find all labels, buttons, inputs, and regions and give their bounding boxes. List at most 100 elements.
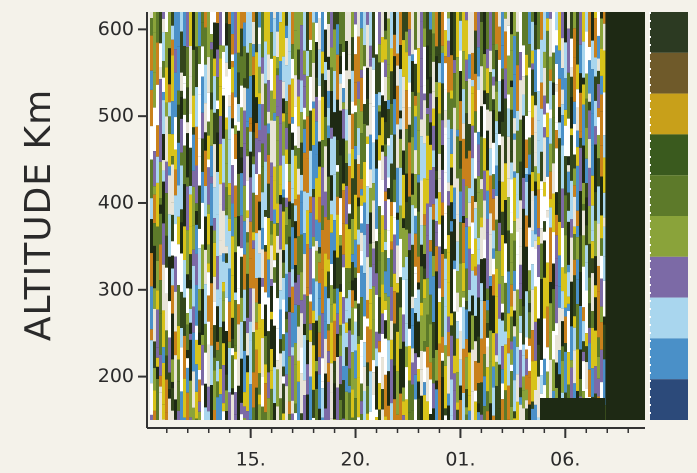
texture-cell <box>504 331 507 345</box>
texture-cell <box>570 135 573 181</box>
texture-cell <box>240 147 243 158</box>
texture-cell <box>258 140 261 153</box>
texture-cell <box>384 250 387 272</box>
texture-cell <box>474 361 477 391</box>
texture-cell <box>444 134 447 173</box>
texture-cell <box>312 62 315 102</box>
texture-cell <box>483 258 486 302</box>
texture-cell <box>435 97 438 139</box>
texture-cell <box>261 57 264 74</box>
texture-cell <box>570 326 573 361</box>
texture-cell <box>282 98 285 114</box>
texture-cell <box>354 308 357 322</box>
texture-cell <box>513 118 516 134</box>
texture-cell <box>579 92 582 132</box>
texture-cell <box>237 52 240 73</box>
texture-cell <box>258 373 261 395</box>
texture-cell <box>288 163 291 182</box>
texture-cell <box>174 149 177 170</box>
texture-cell <box>441 169 444 203</box>
texture-cell <box>339 44 342 57</box>
texture-cell <box>333 12 336 30</box>
texture-cell <box>495 268 498 297</box>
texture-cell <box>231 317 234 339</box>
texture-cell <box>405 52 408 91</box>
texture-cell <box>600 94 603 112</box>
texture-cell <box>393 234 396 274</box>
texture-cell <box>498 181 501 223</box>
texture-cell <box>603 23 606 51</box>
texture-cell <box>225 246 228 254</box>
texture-cell <box>495 43 498 51</box>
texture-cell <box>369 12 372 46</box>
texture-cell <box>501 211 504 236</box>
texture-cell <box>396 12 399 54</box>
texture-cell <box>549 143 552 172</box>
texture-cell <box>171 25 174 40</box>
texture-cell <box>291 203 294 228</box>
texture-cell <box>528 290 531 304</box>
texture-cell <box>342 323 345 366</box>
texture-cell <box>267 80 270 112</box>
texture-cell <box>300 413 303 420</box>
texture-cell <box>270 90 273 121</box>
texture-cell <box>186 324 189 350</box>
texture-cell <box>597 35 600 59</box>
texture-cell <box>420 225 423 245</box>
texture-cell <box>504 243 507 283</box>
texture-cell <box>405 323 408 347</box>
texture-cell <box>258 277 261 304</box>
texture-cell <box>327 90 330 108</box>
texture-cell <box>537 91 540 121</box>
texture-cell <box>318 357 321 375</box>
texture-cell <box>345 322 348 333</box>
texture-cell <box>558 221 561 256</box>
texture-cell <box>228 301 231 342</box>
texture-cell <box>366 98 369 126</box>
texture-cell <box>210 385 213 420</box>
texture-cell <box>567 264 570 273</box>
texture-cell <box>333 136 336 175</box>
texture-cell <box>156 84 159 126</box>
texture-cell <box>315 281 318 321</box>
texture-cell <box>246 88 249 122</box>
texture-cell <box>315 241 318 251</box>
texture-cell <box>423 28 426 47</box>
texture-cell <box>396 212 399 220</box>
texture-cell <box>573 196 576 227</box>
texture-cell <box>561 12 564 39</box>
texture-cell <box>342 380 345 419</box>
texture-cell <box>543 182 546 197</box>
texture-cell <box>222 343 225 366</box>
texture-cell <box>432 91 435 109</box>
texture-cell <box>543 196 546 222</box>
texture-cell <box>300 142 303 175</box>
texture-cell <box>270 162 273 177</box>
texture-cell <box>360 223 363 233</box>
texture-cell <box>153 390 156 411</box>
texture-cell <box>510 87 513 110</box>
texture-cell <box>591 241 594 259</box>
texture-cell <box>444 345 447 366</box>
texture-cell <box>312 101 315 109</box>
texture-cell <box>468 124 471 151</box>
texture-cell <box>513 336 516 381</box>
texture-cell <box>591 205 594 231</box>
texture-cell <box>498 364 501 409</box>
texture-cell <box>309 110 312 151</box>
color-bar-cell <box>650 52 688 94</box>
texture-cell <box>156 260 159 291</box>
texture-cell <box>555 285 558 324</box>
texture-cell <box>378 44 381 63</box>
texture-cell <box>216 214 219 257</box>
texture-cell <box>420 180 423 226</box>
texture-cell <box>255 52 258 98</box>
texture-cell <box>150 414 153 420</box>
texture-cell <box>390 286 393 321</box>
texture-cell <box>471 79 474 87</box>
texture-cell <box>540 181 543 190</box>
texture-cell <box>369 243 372 268</box>
texture-cell <box>222 300 225 322</box>
texture-cell <box>309 376 312 420</box>
texture-cell <box>465 158 468 186</box>
